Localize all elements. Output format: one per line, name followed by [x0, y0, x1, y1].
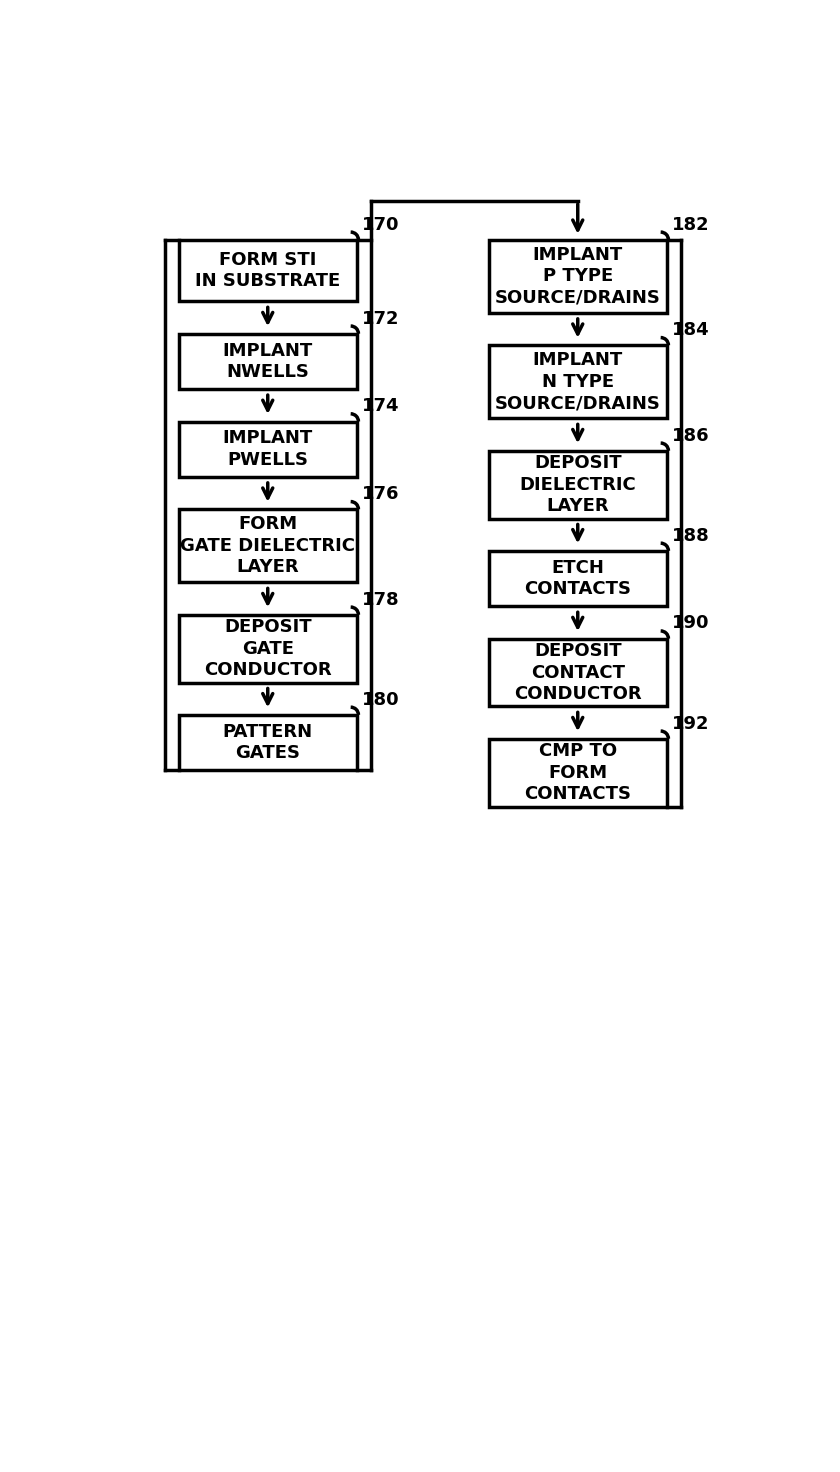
- Bar: [489, 240, 667, 314]
- Text: 188: 188: [671, 527, 709, 545]
- Text: 172: 172: [361, 309, 399, 328]
- Text: PATTERN
GATES: PATTERN GATES: [223, 723, 312, 762]
- Bar: [489, 450, 667, 518]
- Text: 182: 182: [671, 215, 709, 234]
- Text: DEPOSIT
CONTACT
CONDUCTOR: DEPOSIT CONTACT CONDUCTOR: [514, 642, 642, 704]
- Text: 176: 176: [361, 486, 399, 503]
- Text: 184: 184: [671, 321, 709, 339]
- Text: DEPOSIT
GATE
CONDUCTOR: DEPOSIT GATE CONDUCTOR: [204, 618, 332, 679]
- Text: 186: 186: [671, 427, 709, 445]
- Text: 192: 192: [671, 714, 709, 733]
- Bar: [179, 240, 357, 302]
- Text: FORM
GATE DIELECTRIC
LAYER: FORM GATE DIELECTRIC LAYER: [181, 515, 355, 577]
- Text: CMP TO
FORM
CONTACTS: CMP TO FORM CONTACTS: [524, 742, 631, 804]
- Bar: [179, 334, 357, 389]
- Text: IMPLANT
NWELLS: IMPLANT NWELLS: [223, 342, 312, 381]
- Bar: [489, 739, 667, 807]
- Text: 174: 174: [361, 397, 399, 415]
- Bar: [179, 421, 357, 477]
- Text: 178: 178: [361, 590, 399, 608]
- Bar: [489, 639, 667, 707]
- Bar: [489, 346, 667, 418]
- Bar: [179, 509, 357, 583]
- Bar: [179, 615, 357, 683]
- Text: 170: 170: [361, 215, 399, 234]
- Text: 190: 190: [671, 614, 709, 633]
- Bar: [179, 715, 357, 770]
- Text: ETCH
CONTACTS: ETCH CONTACTS: [524, 559, 631, 598]
- Text: FORM STI
IN SUBSTRATE: FORM STI IN SUBSTRATE: [195, 250, 340, 290]
- Text: DEPOSIT
DIELECTRIC
LAYER: DEPOSIT DIELECTRIC LAYER: [519, 455, 636, 515]
- Text: IMPLANT
PWELLS: IMPLANT PWELLS: [223, 430, 312, 470]
- Bar: [489, 551, 667, 606]
- Text: 180: 180: [361, 690, 399, 708]
- Text: IMPLANT
N TYPE
SOURCE/DRAINS: IMPLANT N TYPE SOURCE/DRAINS: [495, 352, 661, 412]
- Text: IMPLANT
P TYPE
SOURCE/DRAINS: IMPLANT P TYPE SOURCE/DRAINS: [495, 246, 661, 306]
